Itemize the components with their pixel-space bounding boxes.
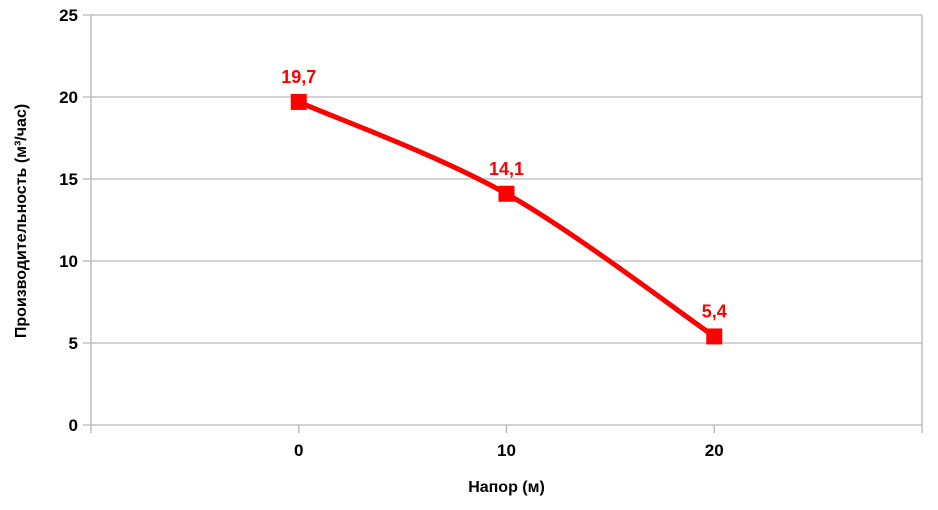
data-point-marker	[290, 93, 307, 110]
y-tick-label: 25	[59, 6, 78, 25]
data-point-label: 5,4	[702, 301, 727, 321]
data-point-label: 14,1	[489, 159, 524, 179]
data-point-marker	[706, 328, 723, 345]
y-tick-label: 20	[59, 88, 78, 107]
data-point-marker	[498, 185, 515, 202]
y-axis-title: Производительность (м³/час)	[13, 103, 30, 339]
x-tick-label: 20	[705, 441, 724, 460]
y-tick-label: 0	[69, 416, 78, 435]
series-line	[296, 99, 717, 339]
data-point-label: 19,7	[281, 67, 316, 87]
x-axis-title: Напор (м)	[468, 479, 545, 496]
y-tick-label: 10	[59, 252, 78, 271]
x-tick-label: 10	[497, 441, 516, 460]
y-tick-label: 5	[69, 334, 78, 353]
y-tick-label: 15	[59, 170, 78, 189]
x-tick-label: 0	[294, 441, 303, 460]
